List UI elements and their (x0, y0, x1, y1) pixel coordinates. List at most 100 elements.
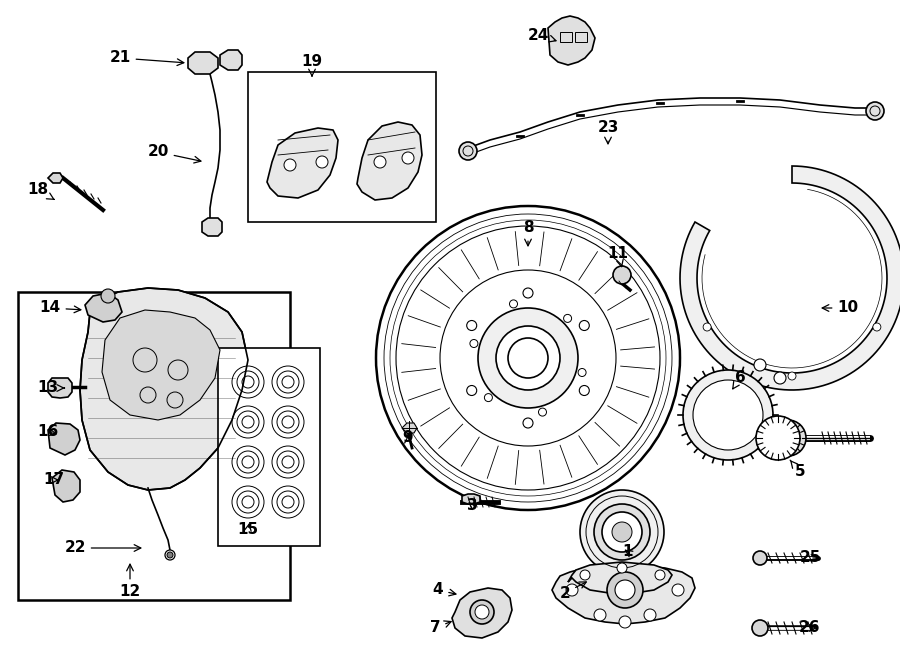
Circle shape (683, 370, 773, 460)
Polygon shape (452, 588, 512, 638)
Circle shape (615, 580, 635, 600)
Bar (560, 32, 572, 42)
Text: 4: 4 (433, 582, 456, 598)
Circle shape (459, 142, 477, 160)
Text: 12: 12 (120, 564, 140, 600)
Text: 20: 20 (148, 145, 201, 163)
Polygon shape (80, 288, 248, 490)
Circle shape (467, 321, 477, 330)
Polygon shape (48, 423, 80, 455)
Circle shape (770, 420, 806, 456)
Polygon shape (552, 565, 695, 624)
Circle shape (496, 326, 560, 390)
Circle shape (617, 563, 627, 573)
Text: 24: 24 (527, 28, 556, 42)
Polygon shape (462, 494, 480, 504)
Circle shape (566, 584, 578, 596)
Circle shape (693, 380, 763, 450)
Circle shape (752, 620, 768, 636)
Polygon shape (267, 128, 338, 198)
Circle shape (580, 490, 664, 574)
Text: 15: 15 (238, 522, 258, 537)
Circle shape (612, 522, 632, 542)
Circle shape (467, 385, 477, 395)
Circle shape (580, 385, 590, 395)
Bar (18, 292, 290, 600)
Circle shape (602, 512, 642, 552)
Circle shape (475, 605, 489, 619)
Text: 25: 25 (799, 551, 821, 566)
Text: 21: 21 (110, 50, 184, 65)
Circle shape (470, 340, 478, 348)
Circle shape (538, 408, 546, 416)
Text: 5: 5 (790, 460, 806, 479)
Bar (218, 348, 320, 546)
Circle shape (703, 323, 711, 331)
Text: 17: 17 (43, 473, 65, 488)
Circle shape (655, 570, 665, 580)
Text: 9: 9 (402, 430, 413, 446)
Circle shape (484, 393, 492, 402)
Polygon shape (680, 166, 900, 390)
Polygon shape (48, 378, 72, 398)
Circle shape (470, 600, 494, 624)
Text: 7: 7 (429, 621, 451, 635)
Polygon shape (548, 16, 595, 65)
Circle shape (788, 372, 796, 380)
Circle shape (165, 550, 175, 560)
Circle shape (619, 616, 631, 628)
Circle shape (101, 289, 115, 303)
Bar (575, 32, 587, 42)
Circle shape (509, 300, 518, 308)
Circle shape (644, 609, 656, 621)
Text: 14: 14 (40, 301, 81, 315)
Circle shape (873, 323, 881, 331)
Text: 22: 22 (64, 541, 140, 555)
Text: 26: 26 (799, 621, 821, 635)
Circle shape (316, 156, 328, 168)
Circle shape (508, 338, 548, 378)
Circle shape (672, 584, 684, 596)
Polygon shape (202, 218, 222, 236)
Circle shape (578, 368, 586, 377)
Text: 8: 8 (523, 221, 534, 246)
Polygon shape (188, 52, 218, 74)
Bar (248, 72, 436, 222)
Circle shape (563, 315, 572, 323)
Polygon shape (402, 423, 417, 433)
Text: 1: 1 (623, 545, 634, 559)
Circle shape (753, 551, 767, 565)
Polygon shape (102, 310, 220, 420)
Polygon shape (85, 293, 122, 322)
Polygon shape (48, 173, 63, 183)
Circle shape (774, 372, 786, 384)
Text: 16: 16 (38, 424, 58, 440)
Text: 18: 18 (27, 182, 54, 200)
Polygon shape (568, 562, 672, 595)
Text: 3: 3 (467, 498, 477, 512)
Circle shape (376, 206, 680, 510)
Circle shape (580, 570, 590, 580)
Circle shape (580, 321, 590, 330)
Circle shape (594, 504, 650, 560)
Circle shape (284, 159, 296, 171)
Circle shape (402, 152, 414, 164)
Circle shape (167, 552, 173, 558)
Polygon shape (357, 122, 422, 200)
Text: 19: 19 (302, 54, 322, 76)
Circle shape (374, 156, 386, 168)
Text: 6: 6 (733, 371, 745, 389)
Circle shape (523, 418, 533, 428)
Text: 11: 11 (608, 245, 628, 267)
Circle shape (478, 308, 578, 408)
Polygon shape (220, 50, 242, 70)
Circle shape (613, 266, 631, 284)
Polygon shape (52, 470, 80, 502)
Text: 2: 2 (560, 582, 586, 600)
Circle shape (754, 359, 766, 371)
Circle shape (607, 572, 643, 608)
Circle shape (756, 416, 800, 460)
Text: 13: 13 (38, 381, 64, 395)
Text: 23: 23 (598, 120, 618, 144)
Circle shape (594, 609, 606, 621)
